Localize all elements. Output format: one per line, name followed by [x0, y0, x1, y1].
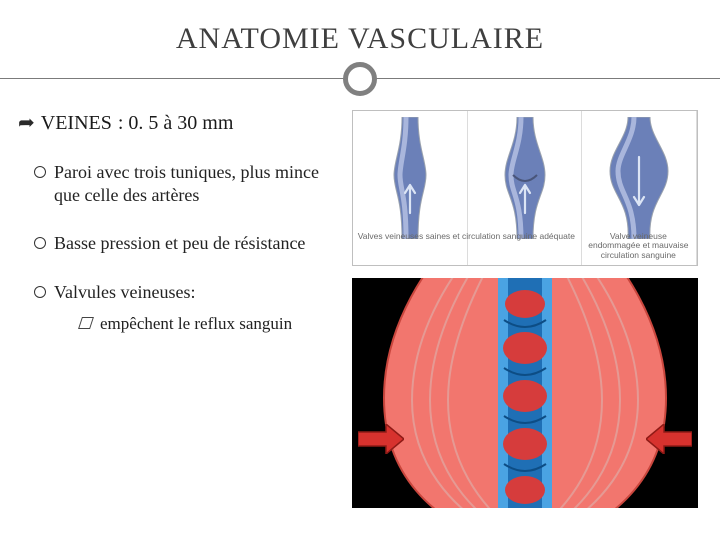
vein-icon: [495, 117, 555, 239]
section-heading: ➦ VEINES : 0. 5 à 30 mm: [18, 110, 340, 135]
text-column: ➦ VEINES : 0. 5 à 30 mm Paroi avec trois…: [22, 110, 352, 530]
muscle-left-icon: [366, 278, 516, 508]
list-item: Valvules veineuses: empêchent le reflux …: [32, 281, 340, 335]
vein-damaged-icon: [604, 117, 674, 239]
slide: ANATOMIE VASCULAIRE ➦ VEINES : 0. 5 à 30…: [0, 0, 720, 540]
muscle-right-icon: [534, 278, 684, 508]
list-item: Paroi avec trois tuniques, plus mince qu…: [32, 161, 340, 206]
muscle-pump-figure: [352, 278, 698, 508]
heading-detail: : 0. 5 à 30 mm: [118, 112, 234, 135]
caption-healthy: Valves veineuses saines et circulation s…: [353, 232, 580, 261]
arrow-left-icon: [646, 424, 692, 454]
title-area: ANATOMIE VASCULAIRE: [0, 0, 720, 56]
bullet-text: Basse pression et peu de résistance: [54, 233, 305, 253]
vein-column-icon: [498, 278, 552, 508]
bullet-list: Paroi avec trois tuniques, plus mince qu…: [22, 161, 340, 334]
script-bullet-icon: ➦: [18, 110, 35, 135]
title-circle-icon: [343, 62, 377, 96]
figure-column: Valves veineuses saines et circulation s…: [352, 110, 698, 530]
sub-list-item: empêchent le reflux sanguin: [80, 313, 340, 334]
valve-captions: Valves veineuses saines et circulation s…: [353, 232, 697, 261]
sub-list: empêchent le reflux sanguin: [54, 313, 340, 334]
bullet-text: Valvules veineuses:: [54, 282, 195, 302]
arrow-right-icon: [358, 424, 404, 454]
content-area: ➦ VEINES : 0. 5 à 30 mm Paroi avec trois…: [22, 110, 698, 530]
list-item: Basse pression et peu de résistance: [32, 232, 340, 255]
vein-icon: [380, 117, 440, 239]
caption-damaged: Valve veineuse endommagée et mauvaise ci…: [580, 232, 697, 261]
heading-label: VEINES: [41, 112, 112, 135]
bullet-text: Paroi avec trois tuniques, plus mince qu…: [54, 162, 319, 205]
slide-title: ANATOMIE VASCULAIRE: [0, 22, 720, 56]
valve-figure: Valves veineuses saines et circulation s…: [352, 110, 698, 266]
sub-bullet-text: empêchent le reflux sanguin: [100, 314, 292, 333]
